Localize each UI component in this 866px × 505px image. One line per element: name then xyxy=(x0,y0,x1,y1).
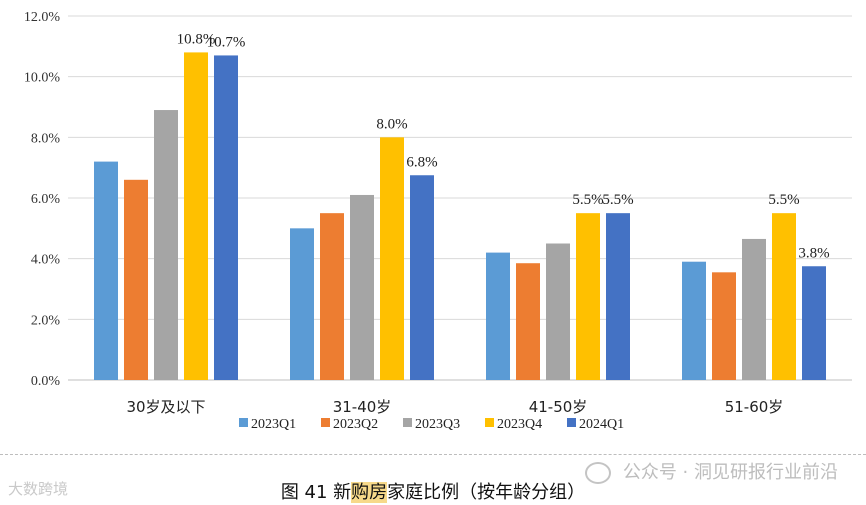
y-tick-label: 4.0% xyxy=(31,253,61,268)
watermark-right: 公众号 · 洞见研报行业前沿 xyxy=(585,458,838,484)
bar-2023Q2-3 xyxy=(712,272,736,380)
bar-2023Q4-1 xyxy=(380,137,404,380)
watermark-left-text: 大数跨境 xyxy=(8,480,69,498)
y-tick-label: 2.0% xyxy=(31,313,61,328)
data-label: 10.7% xyxy=(207,34,246,50)
y-tick-label: 12.0% xyxy=(24,10,61,25)
bar-2023Q3-0 xyxy=(154,110,178,381)
x-axis-categories: 30岁及以下 31-40岁 41-50岁 51-60岁 xyxy=(126,398,783,416)
bar-2023Q3-3 xyxy=(742,238,766,380)
legend-label: 2023Q2 xyxy=(333,417,378,432)
divider xyxy=(0,454,866,455)
data-label: 5.5% xyxy=(602,192,633,208)
y-tick-label: 10.0% xyxy=(24,71,61,86)
data-label: 6.8% xyxy=(406,154,437,170)
y-tick-label: 8.0% xyxy=(31,131,61,146)
bar-2023Q3-1 xyxy=(350,194,374,380)
bar-2024Q1-1 xyxy=(410,175,434,380)
bar-2024Q1-2 xyxy=(606,213,630,380)
data-label: 3.8% xyxy=(798,245,829,261)
category-label: 41-50岁 xyxy=(529,398,588,416)
figure-caption: 图 41 新购房家庭比例（按年龄分组） xyxy=(0,478,866,504)
y-axis-ticks: 0.0% 2.0% 4.0% 6.0% 8.0% 10.0% 12.0% xyxy=(24,10,61,389)
bar-2023Q4-3 xyxy=(772,213,796,380)
legend-swatch xyxy=(567,418,576,427)
bars xyxy=(94,52,826,381)
caption-suffix: 家庭比例（按年龄分组） xyxy=(387,482,586,503)
caption-prefix: 图 41 新 xyxy=(280,482,352,503)
bar-2023Q2-0 xyxy=(124,179,148,380)
data-labels: 10.8%10.7%8.0%6.8%5.5%5.5% 5.5%3.8% xyxy=(177,31,830,261)
bar-2023Q2-2 xyxy=(516,263,540,380)
category-label: 51-60岁 xyxy=(725,398,784,416)
data-label: 5.5% xyxy=(572,192,603,208)
legend-swatch xyxy=(403,418,412,427)
bar-chart: 0.0% 2.0% 4.0% 6.0% 8.0% 10.0% 12.0% 10.8%10.7… xyxy=(24,10,852,432)
bar-2023Q1-1 xyxy=(290,228,314,380)
bar-2023Q1-2 xyxy=(486,252,510,380)
data-label: 10.8% xyxy=(177,31,216,47)
bar-2024Q1-0 xyxy=(214,55,238,380)
bar-2023Q1-0 xyxy=(94,161,118,380)
legend-swatch xyxy=(485,418,494,427)
category-label: 30岁及以下 xyxy=(126,398,205,416)
bar-2023Q4-2 xyxy=(576,213,600,380)
y-tick-label: 6.0% xyxy=(31,192,61,207)
data-label: 5.5% xyxy=(768,192,799,208)
caption-highlight: 购房 xyxy=(351,482,388,503)
bar-2024Q1-3 xyxy=(802,266,826,380)
wechat-icon xyxy=(585,462,612,484)
legend-label: 2023Q1 xyxy=(251,417,296,432)
data-label: 8.0% xyxy=(376,116,407,132)
legend-label: 2023Q4 xyxy=(497,417,542,432)
legend-swatch xyxy=(239,418,248,427)
category-label: 31-40岁 xyxy=(333,398,392,416)
bar-2023Q2-1 xyxy=(320,213,344,380)
y-tick-label: 0.0% xyxy=(31,374,61,389)
watermark-left: 大数跨境 xyxy=(8,478,68,499)
bar-2023Q4-0 xyxy=(184,52,208,381)
watermark-right-text: 公众号 · 洞见研报行业前沿 xyxy=(622,462,838,483)
legend-label: 2024Q1 xyxy=(579,417,624,432)
legend: 2023Q1 2023Q2 2023Q3 2023Q4 2024Q1 xyxy=(239,417,624,432)
legend-swatch xyxy=(321,418,330,427)
legend-label: 2023Q3 xyxy=(415,417,460,432)
bar-2023Q3-2 xyxy=(546,243,570,380)
bar-2023Q1-3 xyxy=(682,261,706,380)
